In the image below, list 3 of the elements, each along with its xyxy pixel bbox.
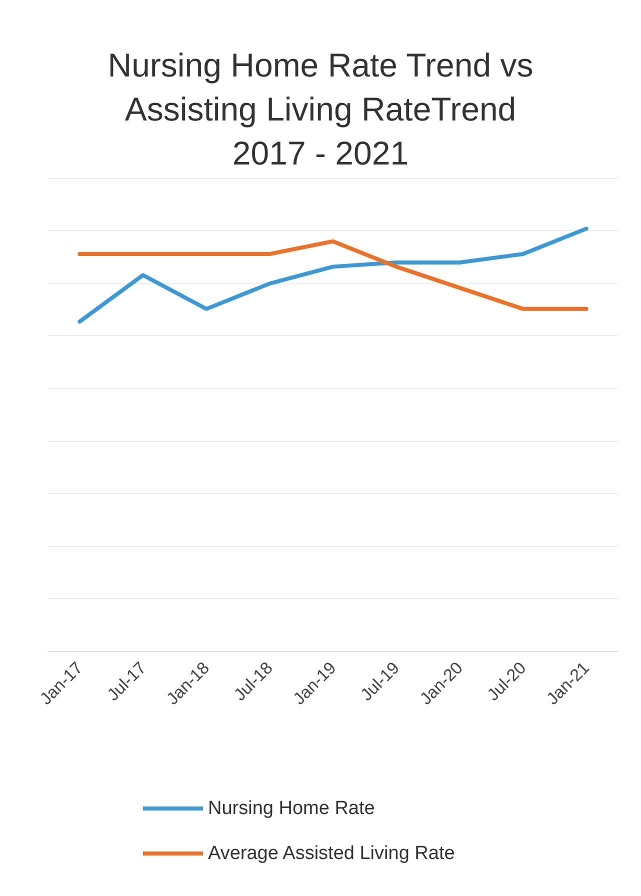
legend-label: Average Assisted Living Rate — [208, 843, 455, 864]
legend-label: Nursing Home Rate — [208, 798, 375, 819]
chart-title: Nursing Home Rate Trend vs Assisting Living RateTrend 2017 - 2021 — [108, 46, 534, 172]
